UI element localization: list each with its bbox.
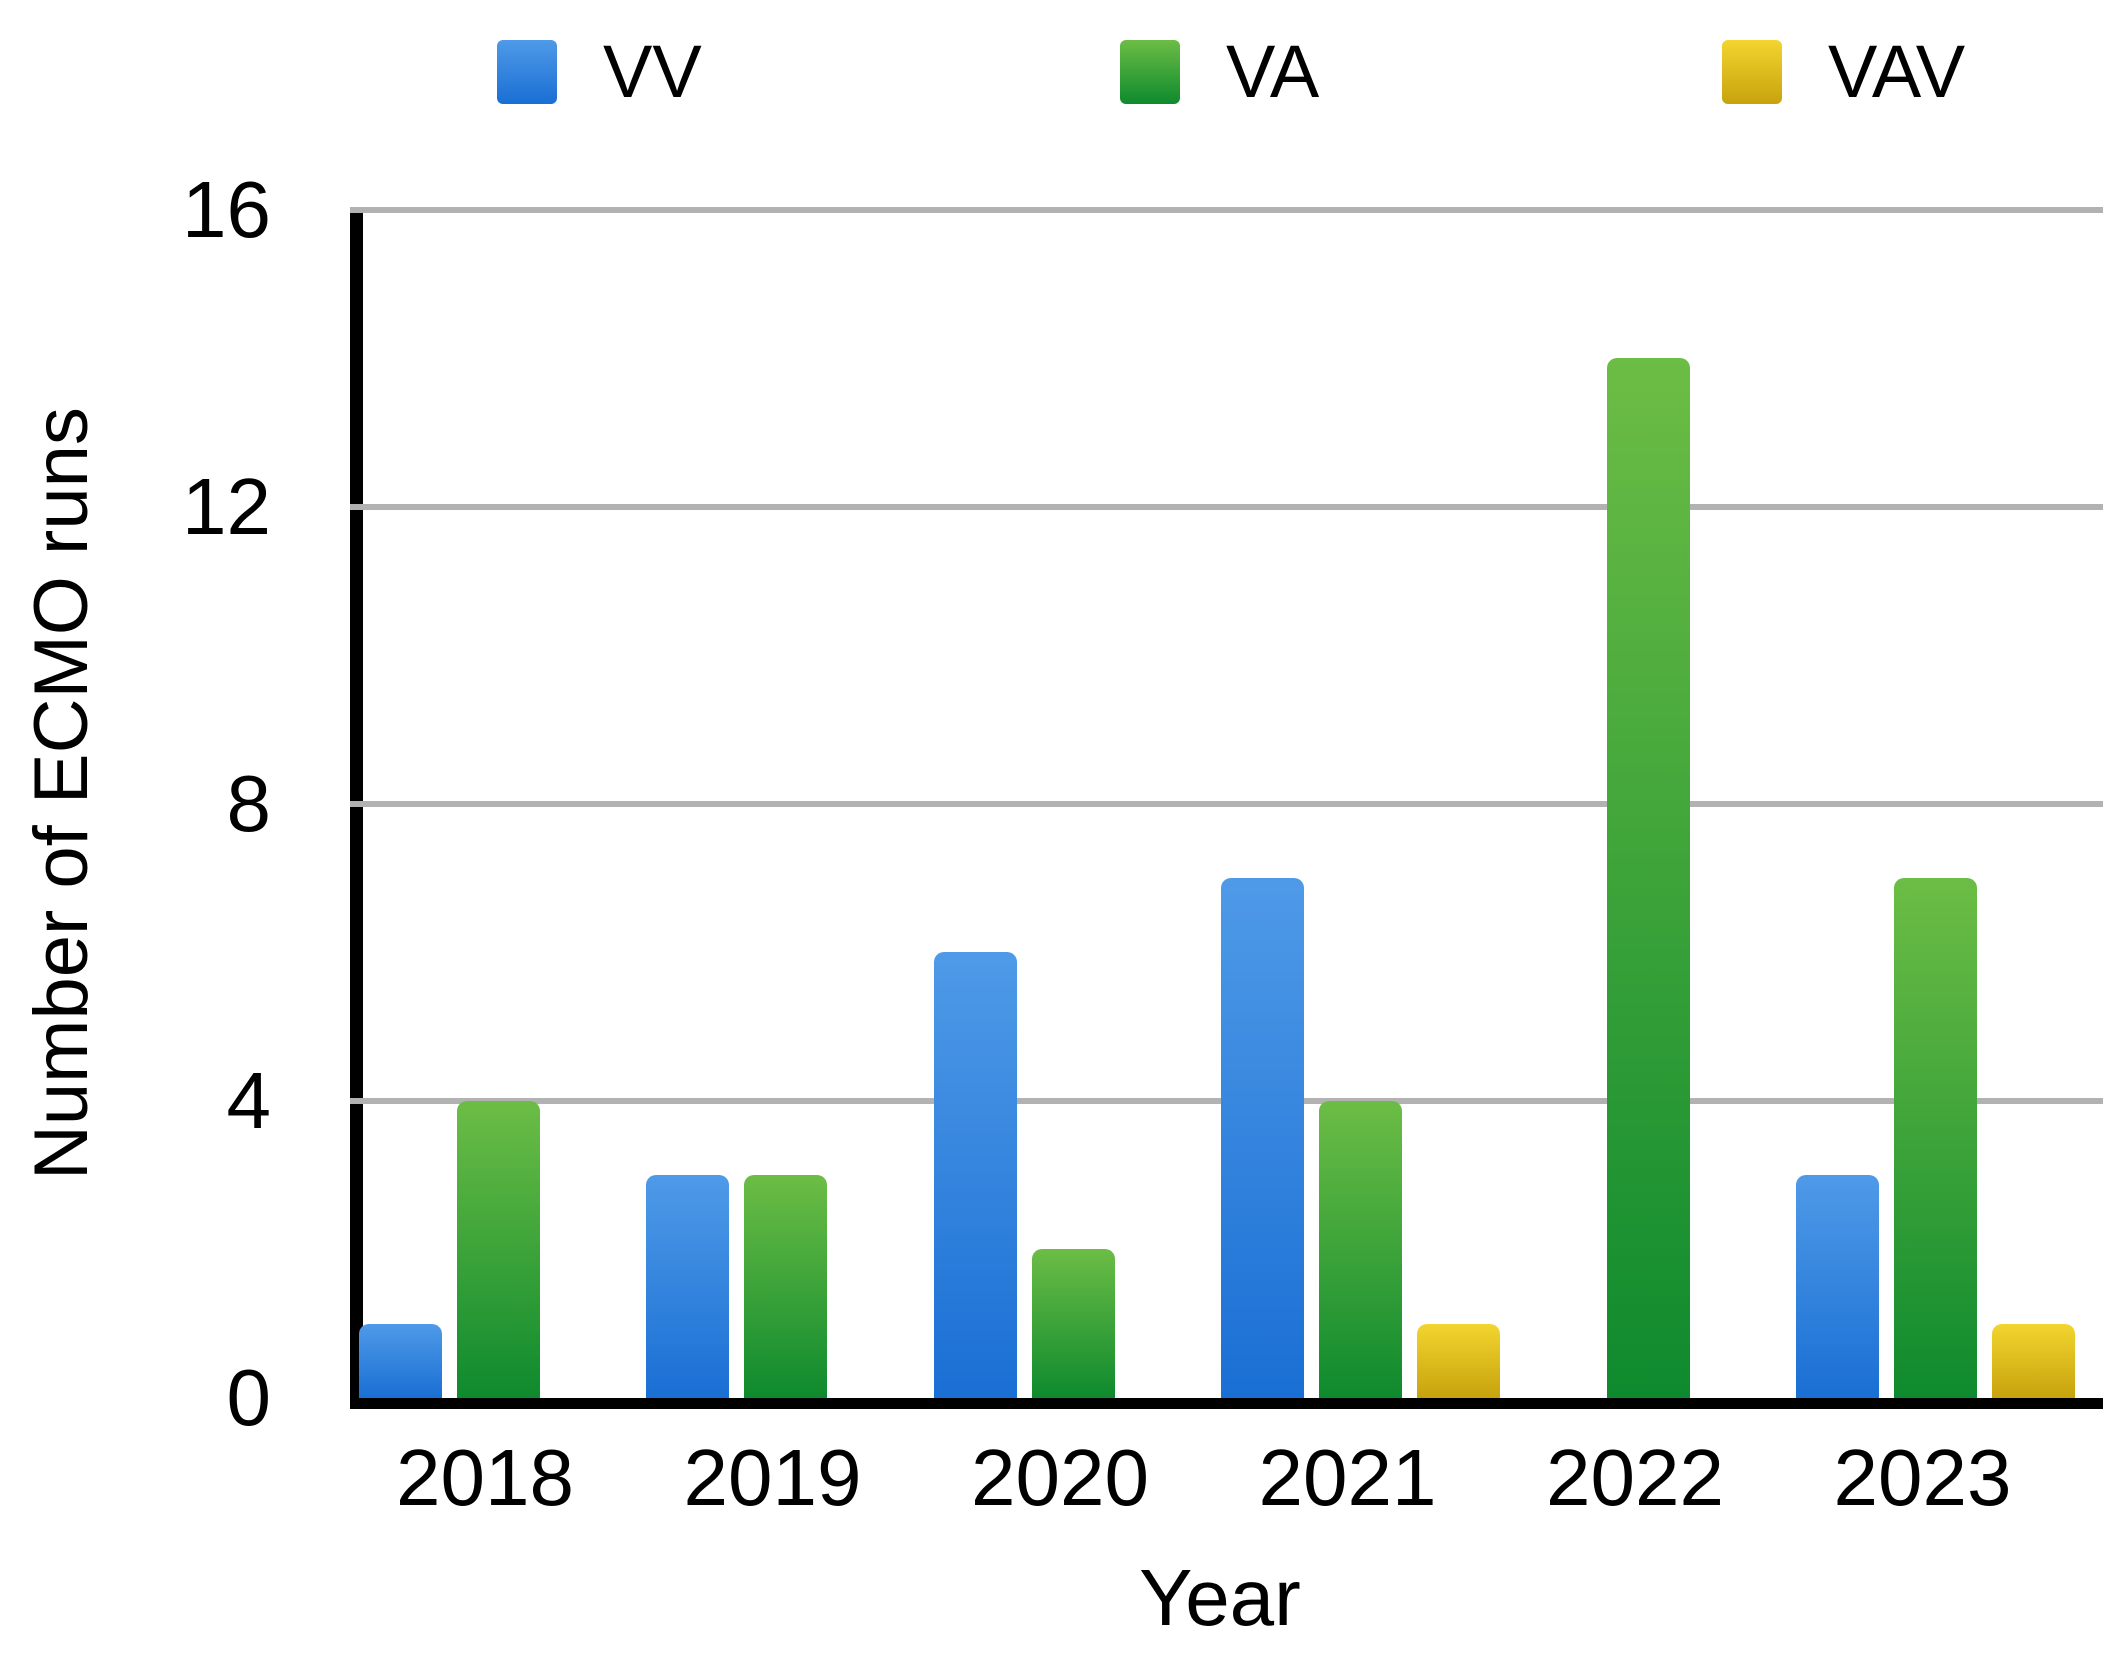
- bar-slot-vv-2019: [643, 210, 732, 1398]
- bar-vv-2018: [358, 1324, 442, 1398]
- bar-slot-vav-2019: [839, 210, 928, 1398]
- legend-swatch-va: [1120, 40, 1180, 104]
- legend-item-vav: VAV: [1722, 30, 1966, 113]
- y-tick-label-16: 16: [182, 165, 271, 254]
- bar-va-2022: [1606, 358, 1690, 1398]
- bar-vav-2023: [1992, 1324, 2075, 1398]
- bar-group-2023: [1793, 210, 2078, 1398]
- bar-group-2020: [931, 210, 1216, 1398]
- legend-swatch-vav: [1722, 40, 1782, 104]
- bar-slot-vv-2018: [356, 210, 445, 1398]
- bar-slot-vv-2020: [931, 210, 1020, 1398]
- x-tick-label-2019: 2019: [683, 1433, 862, 1522]
- bar-slot-vv-2021: [1218, 210, 1307, 1398]
- bar-slot-va-2022: [1604, 210, 1693, 1398]
- x-tick-label-2020: 2020: [971, 1433, 1149, 1522]
- plot-area: 0 4 8 12 16: [182, 170, 2103, 1438]
- x-tick-label-2022: 2022: [1546, 1433, 1724, 1522]
- bar-slot-vv-2023: [1793, 210, 1882, 1398]
- legend-swatch-vv: [497, 40, 557, 104]
- bar-vv-2020: [933, 952, 1017, 1398]
- bar-slot-vav-2018: [552, 210, 641, 1398]
- bar-va-2021: [1319, 1101, 1402, 1398]
- bar-vv-2021: [1221, 878, 1304, 1398]
- bar-group-2019: [643, 210, 928, 1398]
- x-axis-title: Year: [1139, 1553, 1301, 1642]
- bar-vv-2019: [646, 1175, 729, 1398]
- bar-slot-vv-2022: [1506, 210, 1595, 1398]
- bar-slot-va-2021: [1316, 210, 1405, 1398]
- x-tick-label-2021: 2021: [1258, 1433, 1437, 1522]
- bar-va-2023: [1894, 878, 1977, 1398]
- gridline-16: [350, 207, 2103, 213]
- bar-group-2018: [356, 210, 641, 1398]
- legend-label-vav: VAV: [1828, 30, 1966, 113]
- bar-slot-vav-2021: [1414, 210, 1503, 1398]
- legend-item-vv: VV: [497, 30, 702, 113]
- legend-label-vv: VV: [603, 30, 702, 113]
- y-tick-label-8: 8: [226, 759, 272, 848]
- bar-vv-2023: [1796, 1175, 1879, 1398]
- bar-slot-va-2018: [454, 210, 543, 1398]
- bar-vav-2021: [1417, 1324, 1500, 1398]
- x-tick-label-2018: 2018: [396, 1433, 574, 1522]
- gridline-8: [350, 801, 2103, 807]
- bar-va-2018: [456, 1101, 540, 1398]
- y-tick-label-4: 4: [226, 1056, 272, 1145]
- bar-slot-vav-2022: [1702, 210, 1791, 1398]
- legend-label-va: VA: [1226, 30, 1320, 113]
- bar-va-2020: [1031, 1249, 1115, 1398]
- y-tick-label-0: 0: [226, 1353, 272, 1442]
- legend-item-va: VA: [1120, 30, 1320, 113]
- x-tick-label-2023: 2023: [1833, 1433, 2012, 1522]
- bar-slot-va-2023: [1891, 210, 1980, 1398]
- bar-slot-va-2019: [741, 210, 830, 1398]
- bar-slot-vav-2020: [1127, 210, 1216, 1398]
- bar-va-2019: [744, 1175, 827, 1398]
- bar-group-2021: [1218, 210, 1503, 1398]
- bar-slot-va-2020: [1029, 210, 1118, 1398]
- gridline-12: [350, 504, 2103, 510]
- bar-group-2022: [1506, 210, 1791, 1398]
- bar-slot-vav-2023: [1989, 210, 2078, 1398]
- y-tick-label-12: 12: [182, 462, 271, 551]
